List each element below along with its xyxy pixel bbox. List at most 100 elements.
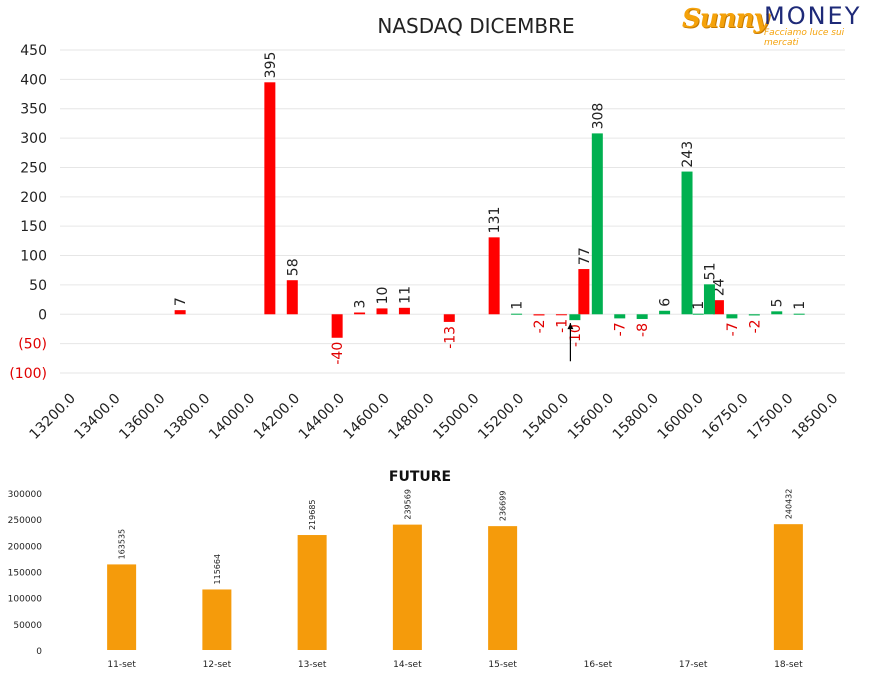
logo-sunny-text: Sunny	[682, 4, 769, 34]
y-tick-label: 450	[20, 43, 47, 59]
y-tick-label: 0	[38, 307, 47, 323]
data-label: 115664	[213, 554, 222, 585]
y-tick-label: 0	[36, 647, 42, 657]
put-bar	[591, 133, 603, 315]
future-bar	[488, 526, 518, 650]
y-tick-label: 350	[20, 102, 47, 118]
x-tick-label: 13800.0	[161, 391, 213, 443]
put-bar	[614, 314, 626, 319]
put-bar	[681, 171, 693, 315]
logo-tagline: Facciamo luce sui mercati	[764, 28, 845, 48]
x-tick-label: 17500.0	[744, 391, 796, 443]
call-bar	[398, 307, 410, 315]
x-tick-label: 14800.0	[385, 391, 437, 443]
data-label: -10	[568, 324, 584, 347]
x-tick-label: 18500.0	[789, 391, 841, 443]
data-label: 243	[680, 141, 696, 168]
data-label: 163535	[118, 529, 127, 560]
y-tick-label: 100	[20, 249, 47, 265]
nasdaq-open-interest-chart: 450 400 350 300 250 200 150 100 50 0 (50) (100) 1320…	[9, 43, 845, 443]
put-bar	[748, 314, 760, 316]
y-tick-label: 200	[20, 190, 47, 206]
put-bar	[569, 314, 581, 321]
data-label: 395	[263, 52, 279, 79]
y-tick-label: 50000	[13, 621, 42, 631]
sunny-money-logo: Sunny MONEY Facciamo luce sui mercati	[680, 2, 880, 48]
data-label: 308	[590, 103, 606, 130]
future-bar	[392, 524, 422, 650]
data-label: -2	[532, 319, 548, 333]
price-marker-arrow-icon	[567, 323, 574, 330]
data-label: 1	[510, 301, 526, 310]
data-label: -8	[635, 323, 651, 337]
y-tick-label: 200000	[8, 542, 43, 552]
x-tick-label: 13600.0	[116, 391, 168, 443]
call-bar	[443, 314, 455, 322]
x-tick-label: 15200.0	[475, 391, 527, 443]
data-label: 58	[285, 258, 301, 276]
x-tick-label: 16-set	[584, 660, 613, 670]
x-tick-label: 15800.0	[610, 391, 662, 443]
nasdaq-chart-title: NASDAQ DICEMBRE	[377, 14, 575, 38]
data-label: 131	[487, 207, 503, 234]
put-bar	[726, 314, 738, 319]
call-bar	[376, 308, 388, 315]
y-tick-label: 400	[20, 72, 47, 88]
y-tick-label: 150	[20, 219, 47, 235]
x-tick-label: 18-set	[774, 660, 803, 670]
data-label: 7	[173, 297, 189, 306]
future-bar	[773, 524, 803, 650]
data-label: 3	[353, 300, 369, 309]
x-tick-label: 16000.0	[655, 391, 707, 443]
data-label: 77	[577, 247, 593, 265]
data-label: 236699	[499, 491, 508, 522]
y-tick-label: 250	[20, 160, 47, 176]
logo-money-text: MONEY	[764, 2, 862, 30]
call-bar	[712, 300, 724, 315]
data-label: -1	[554, 319, 570, 333]
call-bar	[488, 237, 500, 315]
x-tick-label: 13200.0	[27, 391, 79, 443]
y-tick-label: (100)	[9, 366, 47, 382]
x-tick-label: 13400.0	[71, 391, 123, 443]
x-tick-label: 15400.0	[520, 391, 572, 443]
put-bar	[771, 311, 783, 315]
call-bar	[354, 312, 366, 315]
y-tick-label: 100000	[8, 595, 43, 605]
future-volume-chart: 300000 250000 200000 150000 100000 50000 0 11-s…	[8, 489, 803, 670]
x-tick-label: 11-set	[107, 660, 136, 670]
data-label: 240432	[784, 489, 793, 520]
y-tick-label: 50	[29, 278, 47, 294]
x-tick-label: 14-set	[393, 660, 422, 670]
future-bar	[107, 564, 137, 650]
x-tick-label: 15600.0	[565, 391, 617, 443]
call-bar	[578, 269, 590, 315]
data-label: 5	[770, 298, 786, 307]
x-tick-label: 17-set	[679, 660, 708, 670]
data-label: -7	[725, 322, 741, 336]
y-tick-label: 150000	[8, 569, 43, 579]
future-bar	[202, 589, 232, 650]
call-bar	[555, 314, 567, 316]
put-bar	[636, 314, 648, 319]
y-tick-label: 300000	[8, 490, 43, 500]
future-bar	[297, 535, 327, 650]
x-tick-label: 14400.0	[296, 391, 348, 443]
put-bar	[703, 284, 715, 315]
data-label: 1	[691, 301, 707, 310]
data-label: -40	[330, 342, 346, 365]
x-tick-label: 14200.0	[251, 391, 303, 443]
data-label: -13	[442, 326, 458, 349]
call-bar	[533, 314, 545, 316]
data-label: 1	[792, 301, 808, 310]
x-tick-label: 15-set	[488, 660, 517, 670]
data-label: 6	[658, 298, 674, 307]
x-tick-label: 14600.0	[341, 391, 393, 443]
data-label: 239569	[403, 489, 412, 520]
data-label: -2	[747, 319, 763, 333]
put-bar	[659, 310, 671, 315]
call-bar	[174, 310, 186, 315]
call-bar	[264, 82, 276, 315]
y-tick-label: (50)	[18, 337, 47, 353]
data-label: 51	[702, 262, 718, 280]
